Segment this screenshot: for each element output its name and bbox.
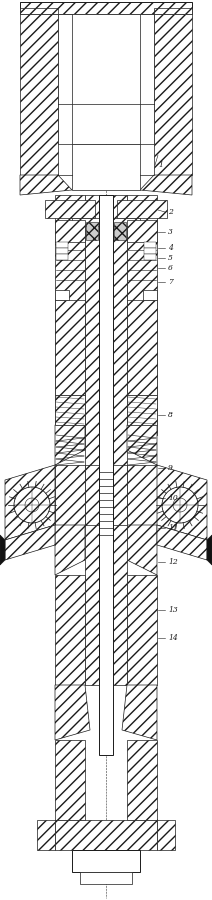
Text: 11: 11 [168, 524, 178, 532]
Bar [117, 200, 167, 218]
Bar [55, 300, 85, 395]
Polygon shape [20, 175, 72, 195]
Bar [56, 242, 68, 248]
Bar [127, 395, 157, 425]
Polygon shape [157, 820, 175, 850]
Text: 1: 1 [158, 161, 163, 169]
Bar [113, 465, 127, 525]
Bar [58, 14, 154, 144]
Polygon shape [20, 14, 58, 175]
Text: 7: 7 [168, 278, 173, 286]
Bar [86, 222, 98, 240]
Bar [56, 248, 68, 254]
Bar [72, 14, 140, 104]
Polygon shape [55, 425, 85, 465]
Polygon shape [127, 425, 157, 465]
Bar [72, 850, 140, 872]
Bar [55, 740, 85, 820]
Bar [55, 220, 85, 242]
Polygon shape [55, 525, 85, 575]
Bar [55, 395, 85, 425]
Bar [127, 465, 157, 525]
Bar [114, 222, 126, 240]
Polygon shape [207, 535, 212, 565]
Text: 6: 6 [168, 264, 173, 272]
Bar [127, 575, 157, 685]
Text: 14: 14 [168, 634, 178, 642]
Bar [85, 485, 99, 685]
Bar [144, 254, 156, 260]
Bar [56, 254, 68, 260]
Text: 3: 3 [168, 228, 173, 236]
Polygon shape [55, 685, 90, 740]
Polygon shape [140, 175, 192, 195]
Bar [85, 195, 99, 485]
Bar [127, 195, 157, 435]
Bar [55, 575, 85, 685]
Bar [113, 195, 127, 485]
Polygon shape [154, 8, 192, 14]
Bar [72, 218, 140, 226]
Bar [85, 465, 99, 525]
Bar [45, 200, 95, 218]
Polygon shape [157, 465, 207, 540]
Bar [80, 872, 132, 884]
Polygon shape [5, 465, 55, 540]
Polygon shape [37, 820, 55, 850]
Bar [127, 300, 157, 395]
Bar [143, 290, 157, 300]
Polygon shape [0, 535, 5, 565]
Bar [72, 144, 140, 190]
Text: 13: 13 [168, 606, 178, 614]
Polygon shape [5, 525, 55, 560]
Polygon shape [20, 8, 58, 14]
Bar [55, 820, 157, 850]
Polygon shape [127, 525, 157, 575]
Text: 8: 8 [168, 411, 173, 419]
Text: 9: 9 [168, 464, 173, 472]
Polygon shape [157, 525, 207, 560]
Bar [127, 740, 157, 820]
Bar [144, 242, 156, 248]
Polygon shape [154, 14, 192, 175]
Text: 5: 5 [168, 254, 173, 262]
Bar [144, 248, 156, 254]
Bar [55, 195, 85, 435]
Bar [55, 465, 85, 525]
Polygon shape [122, 685, 157, 740]
Bar [127, 220, 157, 242]
Bar [113, 485, 127, 685]
Text: 12: 12 [168, 558, 178, 566]
Text: 4: 4 [168, 244, 173, 252]
Text: 10: 10 [168, 494, 178, 502]
Bar [99, 195, 113, 755]
Bar [55, 290, 69, 300]
Bar [20, 2, 192, 14]
Text: 2: 2 [168, 208, 173, 216]
